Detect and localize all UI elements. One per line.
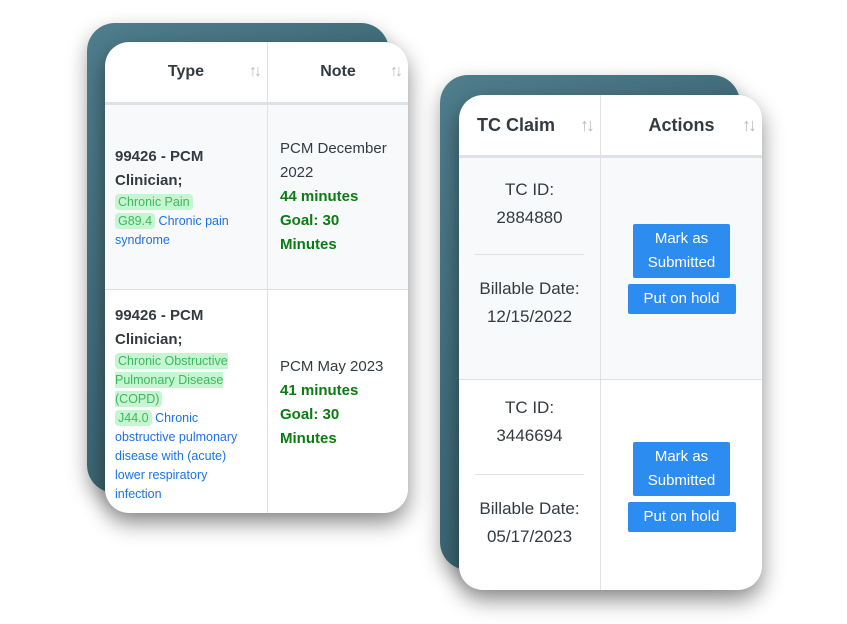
tc-claim-cell: TC ID: 3446694 Billable Date: 05/17/2023 — [459, 380, 601, 590]
column-header-actions[interactable]: Actions ↑↓ — [648, 114, 757, 135]
sort-arrows-icon[interactable]: ↑↓ — [580, 114, 595, 135]
column-header-tc-claim[interactable]: TC Claim ↑↓ — [459, 95, 601, 155]
type-cell: 99426 - PCM Clinician; Chronic Obstructi… — [105, 290, 268, 513]
table-row: TC ID: 3446694 Billable Date: 05/17/2023… — [459, 380, 762, 590]
sort-arrows-icon[interactable]: ↑↓ — [390, 63, 403, 80]
table-header: Type ↑↓ Note ↑↓ — [105, 42, 408, 105]
note-cell: PCM May 2023 41 minutes Goal: 30 Minutes — [280, 358, 384, 447]
table-row: TC ID: 2884880 Billable Date: 12/15/2022… — [459, 158, 762, 380]
table-row: 99426 - PCM Clinician; Chronic Pain G89.4… — [105, 105, 408, 290]
right-table-card: TC Claim ↑↓ Actions ↑↓ TC ID: 2884880 Bill… — [459, 95, 762, 590]
mark-submitted-button[interactable]: Mark as Submitted — [633, 223, 730, 278]
actions-cell: Mark as Submitted Put on hold — [601, 158, 762, 379]
tc-claim-cell: TC ID: 2884880 Billable Date: 12/15/2022 — [459, 158, 601, 379]
note-cell: PCM December 2022 44 minutes Goal: 30 Mi… — [280, 140, 387, 253]
put-on-hold-button[interactable]: Put on hold — [627, 502, 736, 532]
table-row: 99426 - PCM Clinician; Chronic Obstructi… — [105, 290, 408, 513]
diagnosis-tag: Chronic Obstructive Pulmonary Disease (C… — [115, 353, 228, 407]
actions-cell: Mark as Submitted Put on hold — [601, 380, 762, 590]
put-on-hold-button[interactable]: Put on hold — [627, 283, 736, 314]
table-header: TC Claim ↑↓ Actions ↑↓ — [459, 95, 762, 158]
left-table-card: Type ↑↓ Note ↑↓ 99426 - PCM Clinician; Chr… — [105, 42, 408, 513]
type-cell: 99426 - PCM Clinician; Chronic Pain G89.4… — [105, 105, 268, 289]
code-tag: J44.0 — [115, 410, 152, 426]
sort-arrows-icon[interactable]: ↑↓ — [249, 63, 262, 80]
code-tag: G89.4 — [115, 212, 156, 229]
diagnosis-link[interactable]: Chronic obstructive pulmonary disease wi… — [115, 411, 238, 501]
column-header-note[interactable]: Note ↑↓ — [320, 63, 403, 80]
sort-arrows-icon[interactable]: ↑↓ — [742, 114, 757, 135]
mark-submitted-button[interactable]: Mark as Submitted — [633, 442, 730, 496]
diagnosis-link[interactable]: Chronic pain syndrome — [115, 213, 229, 247]
diagnosis-tag: Chronic Pain — [115, 193, 193, 210]
column-header-type[interactable]: Type ↑↓ — [105, 42, 268, 102]
